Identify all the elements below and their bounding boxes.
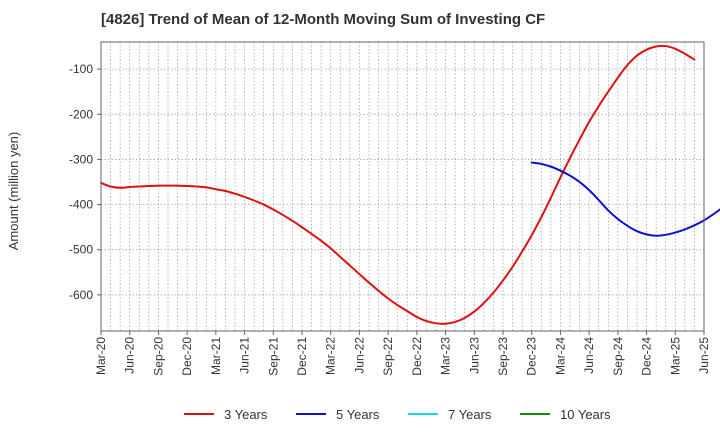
x-tick-label: Sep-22	[381, 337, 395, 376]
chart-title: [4826] Trend of Mean of 12-Month Moving …	[101, 11, 545, 28]
y-tick-label: -500	[69, 243, 93, 257]
x-tick-label: Dec-20	[180, 337, 194, 376]
x-tick-label: Sep-24	[611, 337, 625, 376]
legend-label: 3 Years	[224, 407, 268, 422]
x-tick-label: Sep-21	[266, 337, 280, 376]
y-tick-label: -600	[69, 288, 93, 302]
x-tick-label: Mar-24	[553, 337, 567, 375]
y-tick-label: -300	[69, 152, 93, 166]
x-tick-label: Jun-23	[467, 337, 481, 374]
x-axis: Mar-20 Jun-20 Sep-20 Dec-20 Mar-21 Jun-21 Sep-…	[94, 331, 711, 376]
legend: 3 Years 5 Years 7 Years 10 Years	[184, 407, 611, 422]
y-axis-label: Amount (million yen)	[6, 132, 21, 251]
x-tick-label: Jun-21	[238, 337, 252, 374]
x-tick-label: Mar-25	[668, 337, 682, 375]
x-tick-label: Jun-24	[582, 337, 596, 374]
legend-label: 10 Years	[560, 407, 611, 422]
x-tick-label: Jun-25	[697, 337, 711, 374]
legend-label: 7 Years	[448, 407, 492, 422]
y-axis: -100 -200 -300 -400 -500 -600	[69, 62, 101, 302]
x-tick-label: Mar-20	[94, 337, 108, 375]
x-tick-label: Dec-24	[640, 337, 654, 376]
series-line-1	[100, 44, 696, 325]
y-tick-label: -200	[69, 107, 93, 121]
series-layer	[100, 44, 720, 325]
x-tick-label: Mar-22	[324, 337, 338, 375]
x-tick-label: Jun-20	[123, 337, 137, 374]
x-tick-label: Sep-20	[151, 337, 165, 376]
legend-label: 5 Years	[336, 407, 380, 422]
x-tick-label: Jun-22	[352, 337, 366, 374]
series-line-2	[530, 161, 720, 237]
x-tick-label: Dec-23	[525, 337, 539, 376]
x-tick-label: Sep-23	[496, 337, 510, 376]
x-tick-label: Mar-23	[439, 337, 453, 375]
y-tick-label: -100	[69, 62, 93, 76]
x-tick-label: Dec-22	[410, 337, 424, 376]
x-tick-label: Dec-21	[295, 337, 309, 376]
y-tick-label: -400	[69, 198, 93, 212]
x-tick-label: Mar-21	[209, 337, 223, 375]
plot-frame	[100, 41, 705, 332]
